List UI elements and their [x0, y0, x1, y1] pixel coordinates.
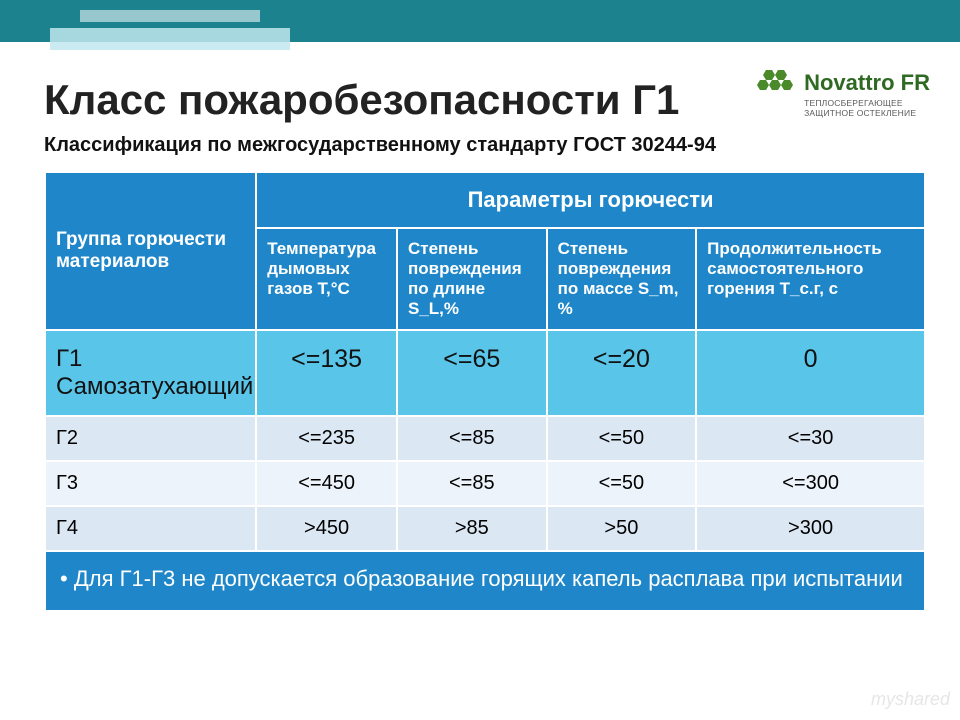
th-c0: Температура дымовых газов T,°С	[256, 228, 397, 330]
cell: >85	[397, 506, 547, 551]
cell: Г3	[45, 461, 256, 506]
watermark: myshared	[871, 689, 950, 710]
cell: <=300	[696, 461, 925, 506]
subtitle: Классификация по межгосударственному ста…	[44, 134, 926, 157]
table-row: Г1 Самозатухающий <=135 <=65 <=20 0	[45, 330, 925, 416]
table-note-row: Для Г1-Г3 не допускается образование гор…	[45, 551, 925, 611]
cell: <=85	[397, 461, 547, 506]
cell: <=85	[397, 416, 547, 461]
table-row: Г4 >450 >85 >50 >300	[45, 506, 925, 551]
flammability-table: Группа горючести материалов Параметры го…	[44, 171, 926, 612]
cell: >50	[547, 506, 697, 551]
cell: <=135	[256, 330, 397, 416]
th-group: Группа горючести материалов	[45, 172, 256, 330]
header-band	[0, 0, 960, 42]
cell: >450	[256, 506, 397, 551]
page-title: Класс пожаробезопасности Г1	[44, 76, 926, 124]
table-row: Г2 <=235 <=85 <=50 <=30	[45, 416, 925, 461]
cell: Г1 Самозатухающий	[45, 330, 256, 416]
th-params: Параметры горючести	[256, 172, 925, 228]
cell: <=30	[696, 416, 925, 461]
th-c3: Продолжительность самостоятельного горен…	[696, 228, 925, 330]
slide-content: Класс пожаробезопасности Г1 Классификаци…	[0, 42, 960, 720]
cell: <=20	[547, 330, 697, 416]
note-text: Для Г1-Г3 не допускается образование гор…	[60, 566, 903, 591]
th-c2: Степень повреждения по массе S_m, %	[547, 228, 697, 330]
header-accent-2	[80, 10, 260, 22]
table-row: Г3 <=450 <=85 <=50 <=300	[45, 461, 925, 506]
cell: 0	[696, 330, 925, 416]
cell: <=235	[256, 416, 397, 461]
th-c1: Степень повреждения по длине S_L,%	[397, 228, 547, 330]
cell: >300	[696, 506, 925, 551]
cell: <=65	[397, 330, 547, 416]
cell: <=50	[547, 416, 697, 461]
cell: <=450	[256, 461, 397, 506]
cell: Г2	[45, 416, 256, 461]
cell: Г4	[45, 506, 256, 551]
cell: <=50	[547, 461, 697, 506]
